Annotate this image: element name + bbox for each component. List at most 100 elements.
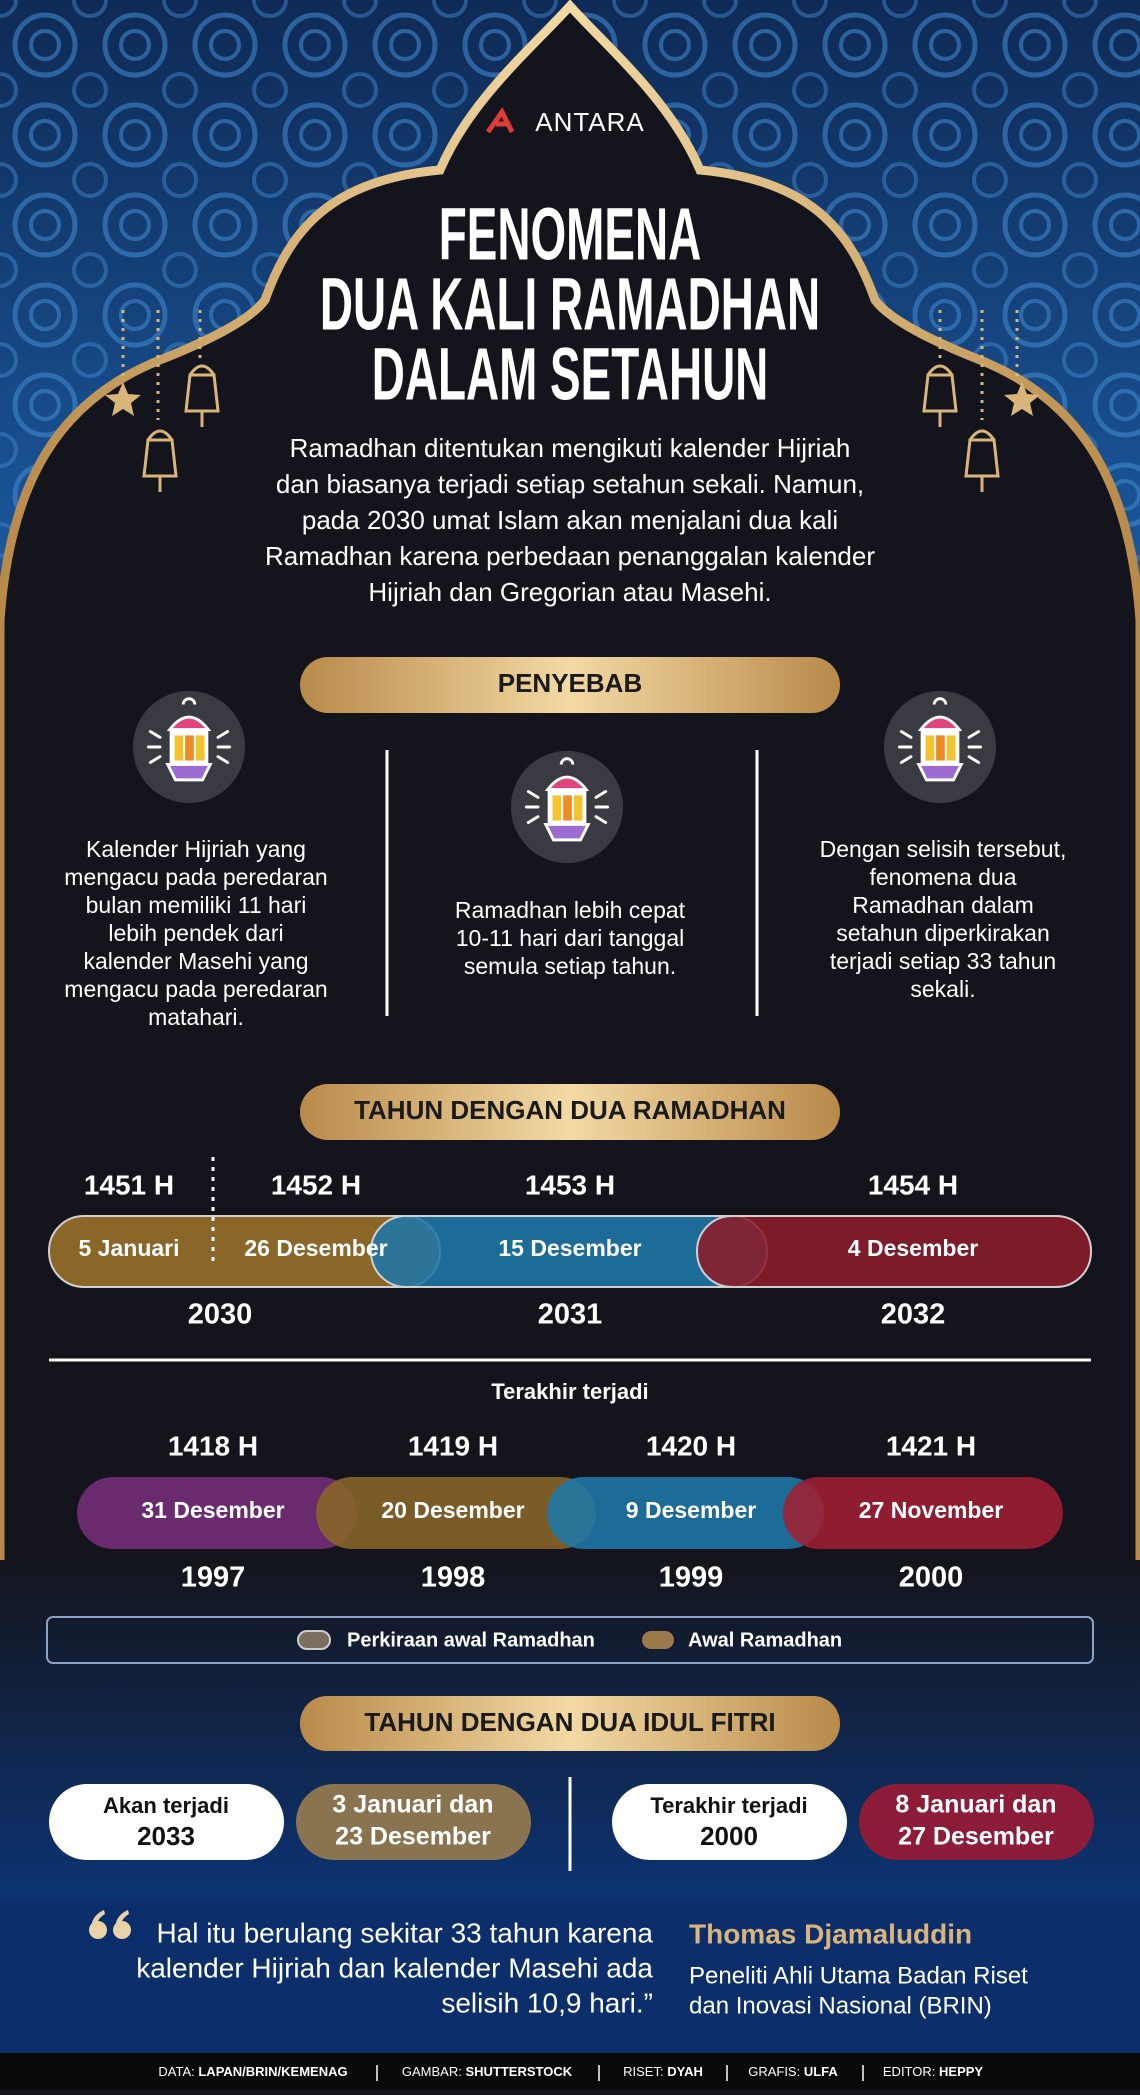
past-timeline-bars <box>77 1477 1063 1549</box>
hanging-decorations <box>121 310 1019 420</box>
cause-text: mengacu pada peredaran <box>64 976 327 1002</box>
hijri-year: 1420 H <box>646 1430 736 1461</box>
footer-value: ULFA <box>804 2064 839 2079</box>
cause-text: matahari. <box>148 1004 244 1030</box>
footer-credit: DATA: LAPAN/BRIN/KEMENAG <box>158 2064 347 2079</box>
pill-label: Terakhir terjadi <box>650 1793 807 1818</box>
pill-dates: 8 Januari dan <box>895 1791 1056 1819</box>
footer-value: LAPAN/BRIN/KEMENAG <box>198 2064 347 2079</box>
quote-text: kalender Hijriah dan kalender Masehi ada <box>136 1952 653 1983</box>
quote-text: Hal itu berulang sekitar 33 tahun karena <box>156 1917 653 1948</box>
pill-dates: 3 Januari dan <box>332 1791 493 1819</box>
cause-text: terjadi setiap 33 tahun <box>830 948 1056 974</box>
gregorian-year: 1998 <box>421 1562 486 1594</box>
info-pill <box>859 1784 1094 1860</box>
ramadhan-date: 27 November <box>859 1497 1004 1523</box>
footer-credit: EDITOR: HEPPY <box>883 2064 984 2079</box>
gregorian-year: 1999 <box>659 1562 724 1594</box>
gregorian-year: 2032 <box>881 1299 946 1331</box>
title: DALAM SETAHUN <box>372 333 769 416</box>
cause-text: semula setiap tahun. <box>464 953 676 979</box>
footer-value: HEPPY <box>939 2064 983 2079</box>
footer-credit: RISET: DYAH <box>623 2064 703 2079</box>
ramadhan-date: 20 Desember <box>381 1497 524 1523</box>
star <box>1004 382 1040 416</box>
hijri-year: 1421 H <box>886 1430 976 1461</box>
pill-label: Akan terjadi <box>103 1793 229 1818</box>
footer-band <box>0 2053 1140 2090</box>
cause-text: kalender Masehi yang <box>83 948 308 974</box>
footer-value: DYAH <box>667 2064 703 2079</box>
info-pill <box>49 1784 284 1860</box>
cause-text: 10-11 hari dari tanggal <box>456 925 684 951</box>
legend-box <box>46 1616 1094 1664</box>
section-heading: PENYEBAB <box>498 668 642 698</box>
footer-label: GAMBAR: <box>402 2064 462 2079</box>
hijri-year: 1419 H <box>408 1430 498 1461</box>
upcoming-timeline-bars <box>48 1215 1092 1288</box>
intro-text: Ramadhan karena perbedaan penanggalan ka… <box>265 541 875 571</box>
pill-year: 2000 <box>700 1821 758 1851</box>
ramadhan-date: 4 Desember <box>848 1235 978 1261</box>
star <box>105 382 141 416</box>
gregorian-year: 2031 <box>538 1299 603 1331</box>
cause-text: Ramadhan lebih cepat <box>455 897 686 923</box>
footer-label: DATA: <box>158 2064 194 2079</box>
quote-mark <box>89 1910 131 1939</box>
title-line: DALAM SETAHUN <box>372 333 769 416</box>
cause-text: mengacu pada peredaran <box>64 864 327 890</box>
pill-dates: 27 Desember <box>898 1823 1054 1851</box>
cause-text: lebih pendek dari <box>108 920 283 946</box>
ramadhan-date: 26 Desember <box>244 1235 387 1261</box>
pill-year: 2033 <box>137 1821 195 1851</box>
footer-credit: GAMBAR: SHUTTERSTOCK <box>402 2064 573 2079</box>
quote-role: Peneliti Ahli Utama Badan Riset <box>689 1962 1028 1989</box>
footer-credit: GRAFIS: ULFA <box>748 2064 838 2079</box>
ramadhan-date: 9 Desember <box>626 1497 756 1523</box>
footer-label: RISET: <box>623 2064 663 2079</box>
cause-text: bulan memiliki 11 hari <box>86 892 307 918</box>
info-pill <box>612 1784 847 1860</box>
quote-text: selisih 10,9 hari.” <box>441 1987 653 2018</box>
cause-text: setahun diperkirakan <box>836 920 1050 946</box>
footer-label: EDITOR: <box>883 2064 936 2079</box>
footer-value: SHUTTERSTOCK <box>465 2064 572 2079</box>
section-pill <box>300 1696 840 1751</box>
title: DUA KALI RAMADHAN <box>320 263 820 346</box>
cause-text: Kalender Hijriah yang <box>86 836 306 862</box>
footer-label: GRAFIS: <box>748 2064 800 2079</box>
info-pill <box>296 1784 531 1860</box>
logo-mark <box>485 107 515 134</box>
legend-swatch <box>297 1630 331 1650</box>
gregorian-year: 2030 <box>188 1299 253 1331</box>
quote-role: dan Inovasi Nasional (BRIN) <box>689 1992 992 2019</box>
hijri-year: 1451 H <box>84 1169 174 1200</box>
intro-text: dan biasanya terjadi setiap setahun seka… <box>276 469 864 499</box>
intro-text: Hijriah dan Gregorian atau Masehi. <box>368 577 771 607</box>
cause-text: sekali. <box>910 976 975 1002</box>
ramadhan-date: 5 Januari <box>79 1235 180 1261</box>
ramadhan-date: 31 Desember <box>141 1497 284 1523</box>
title-line: DUA KALI RAMADHAN <box>320 263 820 346</box>
cause-text: Ramadhan dalam <box>852 892 1034 918</box>
gregorian-year: 2000 <box>899 1562 964 1594</box>
intro-text: Ramadhan ditentukan mengikuti kalender H… <box>290 433 851 463</box>
lantern-icon <box>131 689 247 805</box>
section-heading: TAHUN DENGAN DUA RAMADHAN <box>354 1095 786 1125</box>
quote-band <box>0 1900 1140 2053</box>
intro-text: pada 2030 umat Islam akan menjalani dua … <box>302 505 838 535</box>
hijri-year: 1453 H <box>525 1169 615 1200</box>
logo-text: ANTARA <box>535 107 645 137</box>
cause-text: fenomena dua <box>869 864 1016 890</box>
title: FENOMENA <box>439 193 701 276</box>
ramadhan-date: 15 Desember <box>498 1235 641 1261</box>
footer-separators <box>376 2065 864 2081</box>
pill-dates: 23 Desember <box>335 1823 491 1851</box>
hijri-year: 1452 H <box>271 1169 361 1200</box>
section-pill <box>300 1084 840 1140</box>
section-heading: TAHUN DENGAN DUA IDUL FITRI <box>364 1707 775 1737</box>
gregorian-year: 1997 <box>181 1562 246 1594</box>
hijri-year: 1418 H <box>168 1430 258 1461</box>
